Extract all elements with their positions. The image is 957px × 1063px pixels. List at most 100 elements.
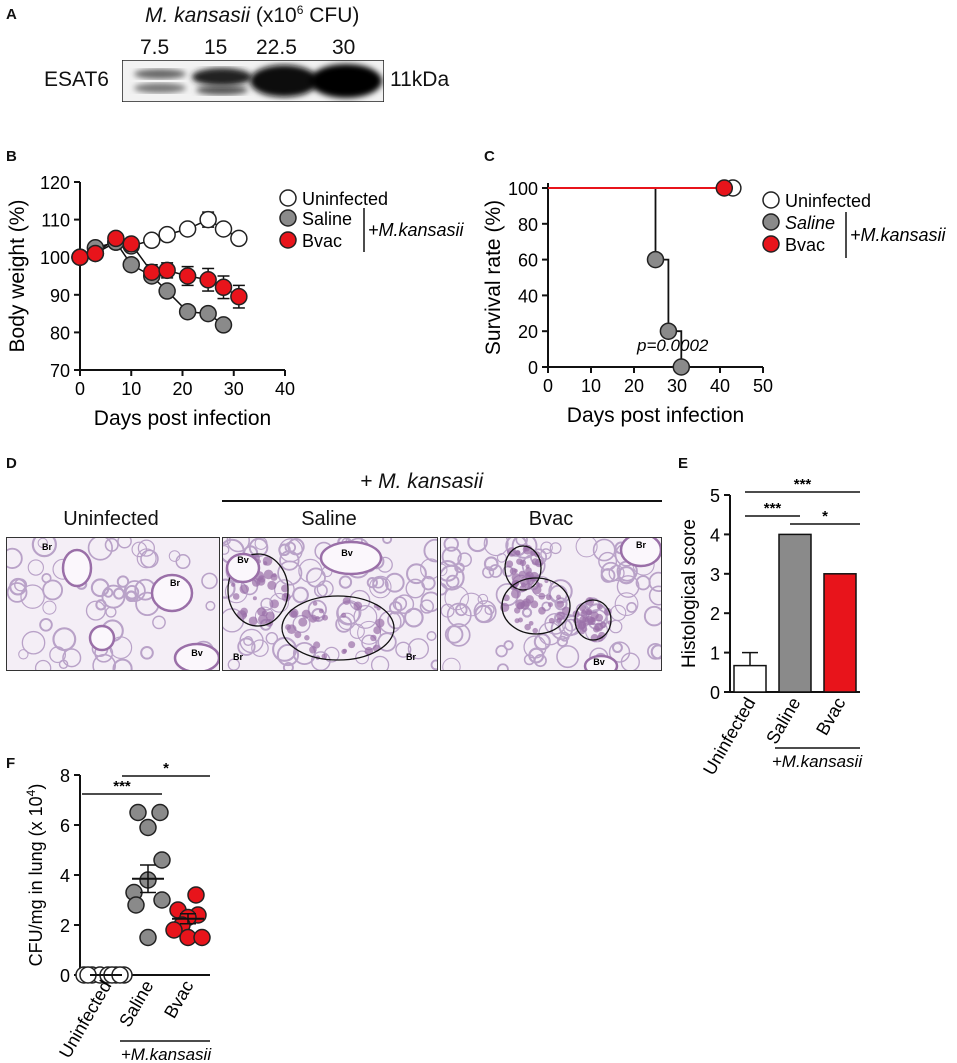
inflammatory-infiltrate <box>599 621 607 629</box>
inflammatory-infiltrate <box>590 611 599 620</box>
data-point-saline <box>214 316 233 334</box>
alveolar-tissue <box>421 575 436 591</box>
data-point-bvac <box>71 248 89 266</box>
alveolar-tissue <box>226 538 250 553</box>
x-tick-label: 30 <box>667 376 687 396</box>
alveolar-tissue <box>223 578 236 599</box>
alveolar-tissue <box>617 565 636 585</box>
data-point-bvac <box>143 263 161 281</box>
inflammatory-infiltrate <box>290 610 298 618</box>
alveolar-tissue <box>116 575 130 588</box>
panel-letter-d: D <box>6 455 17 472</box>
alveolar-tissue <box>406 563 427 585</box>
histology-annotation: Bv <box>191 648 203 658</box>
significance-label: * <box>163 760 169 777</box>
alveolar-tissue <box>265 631 279 645</box>
data-point-bvac <box>158 261 176 280</box>
alveolar-tissue <box>7 547 23 569</box>
inflammatory-infiltrate <box>308 614 318 623</box>
data-point-uninfected <box>178 220 197 238</box>
alveolar-tissue <box>467 538 488 553</box>
vessel-airway <box>150 573 194 613</box>
x-tick-label: Saline <box>762 694 804 747</box>
alveolar-tissue <box>382 538 393 545</box>
alveolar-tissue <box>21 630 46 655</box>
y-tick-label: 100 <box>508 179 538 199</box>
y-tick-label: 3 <box>710 565 720 585</box>
lesion-outline <box>281 595 395 661</box>
inflammatory-infiltrate <box>503 594 510 602</box>
inflammatory-infiltrate <box>230 582 236 587</box>
data-point-saline <box>139 928 157 947</box>
blot-band <box>310 64 382 98</box>
lesion-outline <box>574 599 612 641</box>
inflammatory-infiltrate <box>505 560 514 568</box>
inflammatory-infiltrate <box>373 626 382 635</box>
blot-header-species: M. kansasii <box>145 4 251 27</box>
p-value-annotation: p=0.0002 <box>636 336 709 355</box>
alveolar-tissue <box>387 611 406 630</box>
alveolar-tissue <box>533 633 551 651</box>
alveolar-tissue <box>648 571 661 592</box>
inflammatory-infiltrate <box>585 608 593 616</box>
x-tick-label: 40 <box>275 379 295 399</box>
histo-group-line <box>222 500 662 502</box>
alveolar-tissue <box>643 605 661 627</box>
western-blot-image <box>122 60 384 102</box>
inflammatory-infiltrate <box>578 621 587 630</box>
alveolar-tissue <box>123 580 146 602</box>
inflammatory-infiltrate <box>262 556 273 566</box>
data-point-bvac <box>107 229 125 248</box>
alveolar-tissue <box>483 538 509 557</box>
alveolar-tissue <box>282 661 294 670</box>
alveolar-tissue <box>292 586 309 604</box>
alveolar-tissue <box>205 600 216 611</box>
bar-saline <box>778 533 812 693</box>
inflammatory-infiltrate <box>545 594 552 601</box>
alveolar-tissue <box>310 651 331 670</box>
y-tick-label: 20 <box>518 322 538 342</box>
alveolar-tissue <box>366 577 378 589</box>
legend-label-bvac: Bvac <box>302 231 342 251</box>
legend-label-uninfected: Uninfected <box>302 189 388 209</box>
alveolar-tissue <box>511 538 538 559</box>
y-tick-label: 0 <box>528 358 538 378</box>
alveolar-tissue <box>442 657 461 670</box>
data-point-saline <box>199 304 217 323</box>
vessel-airway <box>88 624 116 652</box>
alveolar-tissue <box>540 541 553 555</box>
histology-annotation: Bv <box>341 548 353 558</box>
legend-label-saline: Saline <box>302 209 352 229</box>
alveolar-tissue <box>549 542 562 555</box>
inflammatory-infiltrate <box>524 582 532 590</box>
data-point-bvac <box>165 921 183 939</box>
inflammatory-infiltrate <box>532 627 539 634</box>
alveolar-tissue <box>496 663 509 670</box>
y-tick-label: 1 <box>710 644 720 664</box>
alveolar-tissue <box>648 585 661 606</box>
inflammatory-infiltrate <box>375 618 385 628</box>
alveolar-tissue <box>403 607 424 628</box>
alveolar-tissue <box>443 538 459 552</box>
x-tick-label: Bvac <box>160 977 197 1022</box>
alveolar-tissue <box>125 590 137 603</box>
chart-survival: 0 20 40 60 80 100 0 10 20 30 40 50 Days post infecti… <box>482 179 947 427</box>
alveolar-tissue <box>37 538 48 549</box>
legend-label-saline: Saline <box>785 213 835 233</box>
inflammatory-infiltrate <box>257 614 268 625</box>
histology-annotation: Br <box>170 578 180 588</box>
data-point-saline <box>127 896 145 914</box>
alveolar-tissue <box>87 538 113 561</box>
panel-letter-b: B <box>6 148 17 165</box>
group-label: +M.kansasii <box>121 1045 212 1063</box>
alveolar-tissue <box>372 577 389 594</box>
histology-annotation: Br <box>233 652 243 662</box>
data-point-bvac <box>193 928 211 947</box>
y-tick-label: 4 <box>710 525 720 545</box>
alveolar-tissue <box>477 593 489 605</box>
alveolar-tissue <box>237 637 256 656</box>
data-point-bvac <box>230 287 248 306</box>
alveolar-tissue <box>101 584 126 609</box>
legend-marker-saline <box>762 213 780 231</box>
